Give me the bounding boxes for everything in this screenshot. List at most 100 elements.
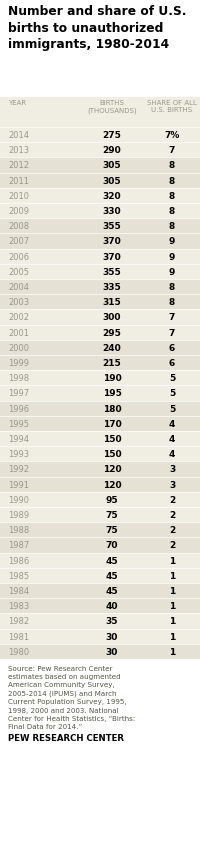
Text: 4: 4: [169, 450, 175, 458]
Bar: [0, 341, 200, 355]
Text: Source: Pew Research Center
estimates based on augmented
American Community Surv: Source: Pew Research Center estimates ba…: [8, 665, 135, 729]
Text: 3: 3: [169, 481, 175, 489]
Bar: [0, 355, 200, 371]
Bar: [0, 568, 200, 584]
Text: 30: 30: [106, 648, 118, 656]
Text: 305: 305: [103, 176, 121, 186]
Text: 5: 5: [169, 374, 175, 383]
Text: 3: 3: [169, 465, 175, 474]
Text: 95: 95: [106, 495, 118, 504]
Text: 2013: 2013: [8, 147, 29, 155]
Text: 2: 2: [169, 510, 175, 520]
Text: 7%: 7%: [164, 131, 180, 140]
Bar: [0, 250, 200, 264]
Text: 6: 6: [169, 343, 175, 353]
Text: 1992: 1992: [8, 465, 29, 474]
Text: 1994: 1994: [8, 435, 29, 444]
Bar: [0, 508, 200, 522]
Text: 45: 45: [106, 571, 118, 580]
Text: 335: 335: [103, 283, 121, 291]
Text: 240: 240: [103, 343, 121, 353]
Text: 2004: 2004: [8, 283, 29, 291]
Text: 2005: 2005: [8, 268, 29, 277]
Text: 1991: 1991: [8, 481, 29, 489]
Bar: [0, 128, 200, 143]
Bar: [0, 371, 200, 386]
Bar: [0, 204, 200, 219]
Text: 8: 8: [169, 192, 175, 201]
Text: 7: 7: [169, 328, 175, 337]
Bar: [0, 584, 200, 598]
Text: 1: 1: [169, 556, 175, 565]
Text: 4: 4: [169, 419, 175, 429]
Bar: [0, 143, 200, 158]
Bar: [0, 598, 200, 613]
Text: 1: 1: [169, 632, 175, 641]
Text: 40: 40: [106, 602, 118, 611]
Text: 4: 4: [169, 435, 175, 444]
Bar: [0, 98, 200, 128]
Text: 1982: 1982: [8, 617, 29, 625]
Text: 2010: 2010: [8, 192, 29, 201]
Text: 8: 8: [169, 222, 175, 231]
Text: (THOUSANDS): (THOUSANDS): [87, 106, 137, 113]
Text: 1: 1: [169, 648, 175, 656]
Text: 1990: 1990: [8, 495, 29, 504]
Text: Number and share of U.S.
births to unauthorized
immigrants, 1980-2014: Number and share of U.S. births to unaut…: [8, 5, 186, 51]
Text: 2012: 2012: [8, 161, 29, 170]
Text: 45: 45: [106, 586, 118, 596]
Text: 5: 5: [169, 389, 175, 398]
Text: 180: 180: [103, 404, 121, 413]
Text: 75: 75: [106, 510, 118, 520]
Bar: [0, 158, 200, 174]
Text: 215: 215: [103, 359, 121, 368]
Text: 1996: 1996: [8, 404, 29, 413]
Text: BIRTHS: BIRTHS: [100, 100, 124, 106]
Bar: [0, 386, 200, 401]
Bar: [0, 310, 200, 325]
Bar: [0, 264, 200, 279]
Text: 150: 150: [103, 450, 121, 458]
Text: 295: 295: [103, 328, 121, 337]
Text: 30: 30: [106, 632, 118, 641]
Text: 1989: 1989: [8, 510, 29, 520]
Text: 355: 355: [103, 222, 121, 231]
Bar: [0, 553, 200, 568]
Text: 2007: 2007: [8, 237, 29, 246]
Bar: [0, 629, 200, 644]
Text: 320: 320: [103, 192, 121, 201]
Text: 330: 330: [103, 207, 121, 216]
Bar: [0, 279, 200, 295]
Text: 1980: 1980: [8, 648, 29, 656]
Bar: [0, 462, 200, 477]
Bar: [0, 174, 200, 188]
Text: 1993: 1993: [8, 450, 29, 458]
Text: 290: 290: [103, 147, 121, 155]
Text: 35: 35: [106, 617, 118, 625]
Text: 2009: 2009: [8, 207, 29, 216]
Text: 1981: 1981: [8, 632, 29, 641]
Text: 9: 9: [169, 237, 175, 246]
Text: 1995: 1995: [8, 419, 29, 429]
Bar: [0, 431, 200, 446]
Text: 70: 70: [106, 541, 118, 550]
Bar: [0, 0, 200, 98]
Bar: [0, 295, 200, 310]
Bar: [0, 492, 200, 508]
Text: 120: 120: [103, 465, 121, 474]
Bar: [0, 477, 200, 492]
Text: 2014: 2014: [8, 131, 29, 140]
Bar: [0, 446, 200, 462]
Bar: [0, 188, 200, 204]
Text: 2000: 2000: [8, 343, 29, 353]
Text: 195: 195: [103, 389, 121, 398]
Text: 7: 7: [169, 314, 175, 322]
Text: PEW RESEARCH CENTER: PEW RESEARCH CENTER: [8, 733, 124, 742]
Text: 7: 7: [169, 147, 175, 155]
Text: 2: 2: [169, 541, 175, 550]
Text: 2001: 2001: [8, 328, 29, 337]
Text: 8: 8: [169, 161, 175, 170]
Bar: [0, 325, 200, 341]
Text: 8: 8: [169, 298, 175, 307]
Text: 1: 1: [169, 586, 175, 596]
